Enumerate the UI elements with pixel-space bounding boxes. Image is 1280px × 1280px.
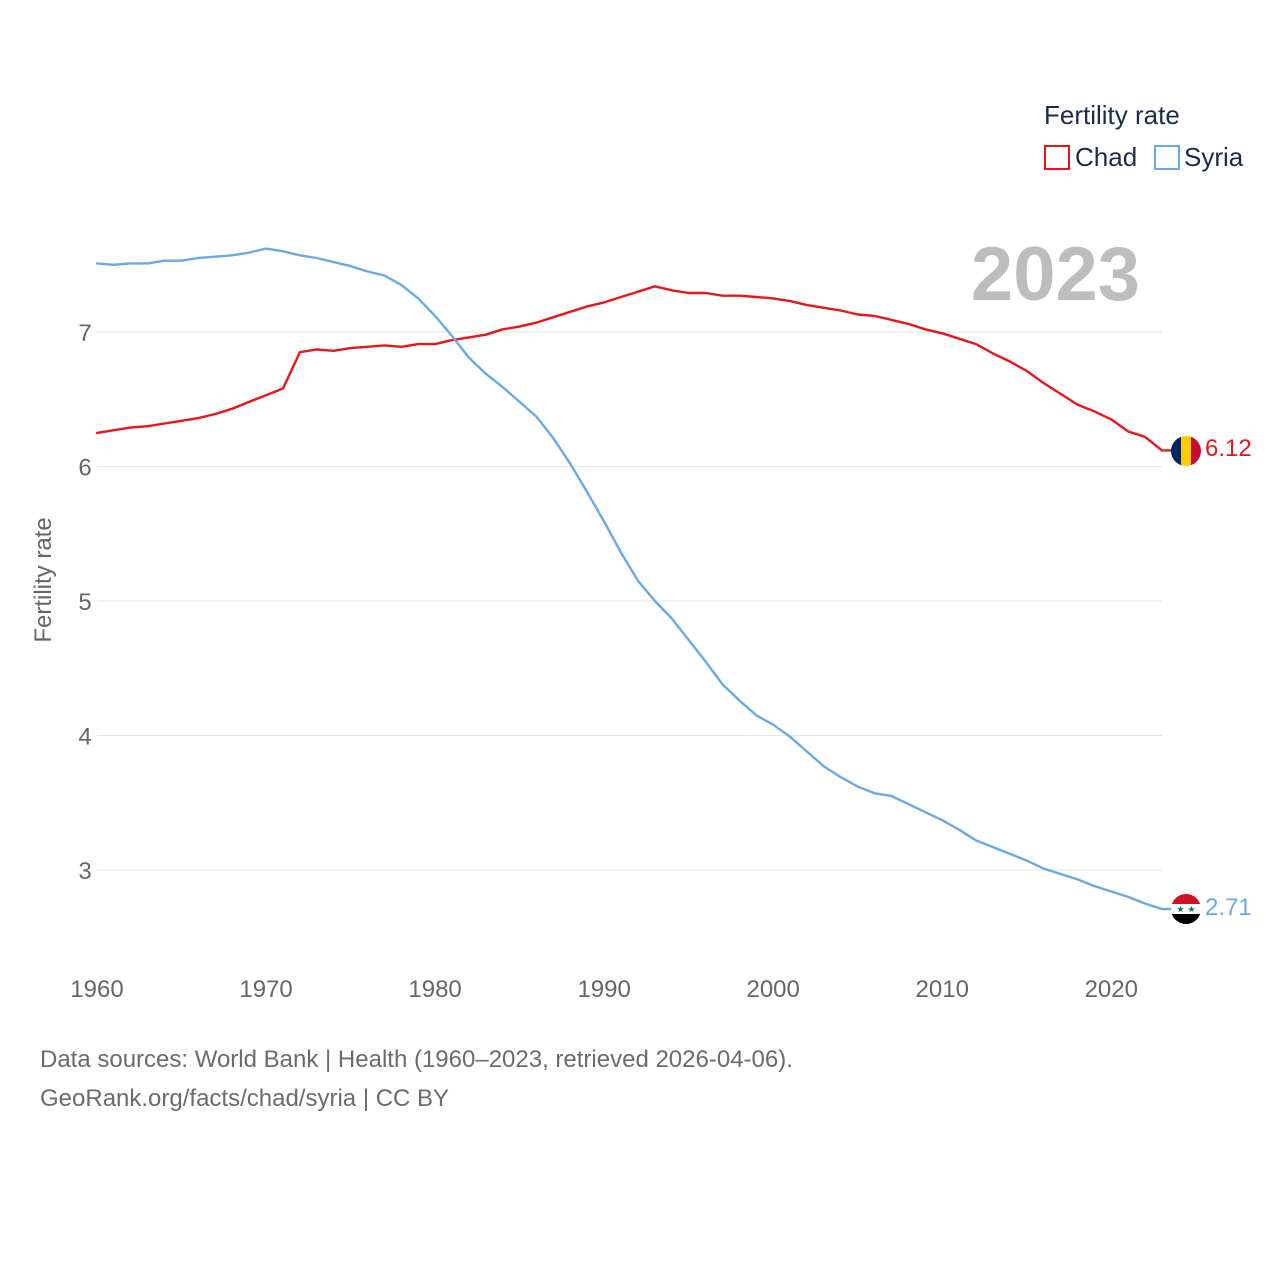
y-tick-label-5: 5	[78, 589, 91, 616]
legend-label-chad[interactable]: Chad	[1075, 142, 1137, 172]
legend-swatch-syria[interactable]	[1154, 145, 1180, 170]
y-tick-label-7: 7	[78, 320, 91, 347]
legend-title: Fertility rate	[1044, 100, 1180, 130]
x-tick-label-2020: 2020	[1085, 976, 1138, 1003]
y-tick-label-6: 6	[78, 455, 91, 482]
legend: Fertility rate Chad Syria	[1044, 100, 1244, 172]
end-value-label-chad: 6.12	[1205, 435, 1252, 462]
y-tick-label-3: 3	[78, 858, 91, 885]
series-line-chad[interactable]	[95, 285, 1174, 452]
syria-flag-icon	[1171, 894, 1201, 924]
y-axis-title: Fertility rate	[30, 517, 57, 642]
x-tick-label-1980: 1980	[408, 976, 461, 1003]
y-tick-label-4: 4	[78, 724, 91, 751]
x-tick-label-1960: 1960	[70, 976, 123, 1003]
series-lines	[95, 247, 1174, 911]
chad-flag-icon	[1171, 436, 1201, 466]
x-tick-label-2000: 2000	[746, 976, 799, 1003]
legend-swatch-chad[interactable]	[1044, 145, 1070, 170]
legend-label-syria[interactable]: Syria	[1184, 142, 1244, 172]
series-line-syria[interactable]	[95, 247, 1174, 911]
footer-source-line: Data sources: World Bank | Health (1960–…	[40, 1046, 793, 1073]
x-tick-label-2010: 2010	[916, 976, 969, 1003]
end-value-label-syria: 2.71	[1205, 894, 1252, 921]
x-tick-label-1970: 1970	[239, 976, 292, 1003]
current-year-watermark: 2023	[971, 232, 1140, 317]
footer-attribution-line[interactable]: GeoRank.org/facts/chad/syria | CC BY	[40, 1085, 450, 1112]
x-axis-ticks: 1960 1970 1980 1990 2000 2010 2020	[70, 976, 1138, 1003]
y-axis-ticks: 3 4 5 6 7	[78, 320, 91, 885]
x-tick-label-1990: 1990	[577, 976, 630, 1003]
data-source-footer: Data sources: World Bank | Health (1960–…	[40, 1040, 793, 1118]
gridlines	[97, 331, 1162, 871]
